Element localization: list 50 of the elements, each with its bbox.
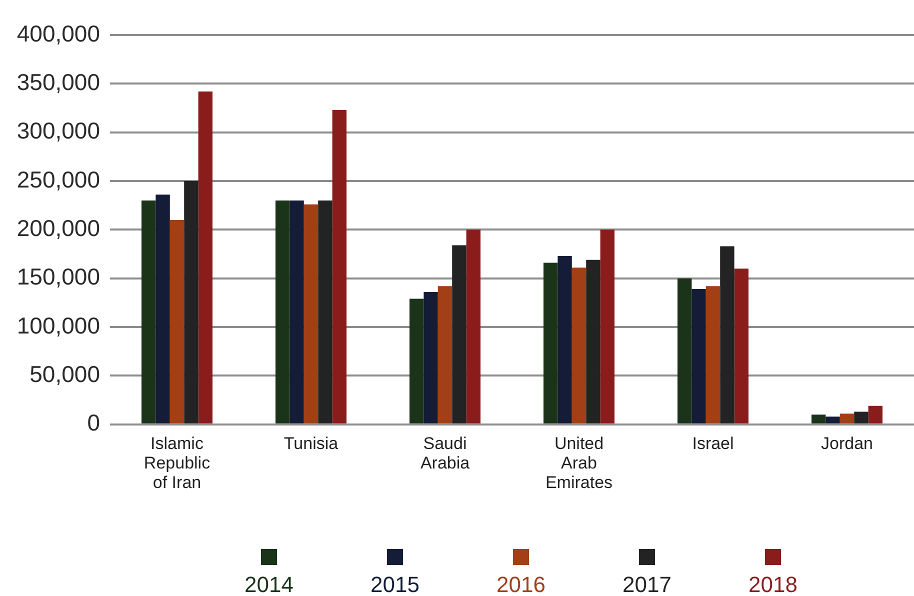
bar [170, 220, 184, 424]
x-tick-label: United Arab Emirates [545, 434, 613, 492]
bar [156, 194, 170, 424]
bar [720, 246, 734, 424]
y-tick-label: 400,000 [16, 20, 100, 46]
bar [290, 200, 304, 424]
bar [304, 204, 318, 424]
bar [452, 245, 466, 424]
y-tick-label: 0 [87, 410, 100, 436]
bar [868, 406, 883, 424]
bar [600, 230, 615, 424]
bar [811, 414, 826, 424]
legend-label: 2014 [244, 572, 294, 596]
legend-label: 2016 [496, 572, 546, 596]
legend-label: 2015 [370, 572, 420, 596]
bar [572, 268, 586, 424]
bar [466, 230, 481, 424]
bar [840, 414, 854, 424]
bar [692, 289, 706, 424]
y-tick-label: 150,000 [16, 264, 100, 290]
bar [543, 262, 558, 424]
bar [141, 200, 156, 424]
bar [424, 292, 438, 424]
bar [409, 298, 424, 424]
bar [558, 256, 572, 424]
bar [198, 91, 213, 424]
y-tick-label: 100,000 [16, 312, 100, 338]
legend-label: 2018 [748, 572, 798, 596]
x-tick-label: Tunisia [284, 434, 339, 453]
bar [854, 412, 868, 424]
y-tick-label: 50,000 [30, 361, 100, 388]
y-tick-label: 250,000 [16, 166, 100, 192]
bar [318, 200, 332, 424]
x-tick-label: Jordan [821, 434, 873, 453]
bar [706, 286, 720, 424]
bar [438, 286, 452, 424]
x-tick-label: Saudi Arabia [420, 434, 470, 472]
x-tick-label: Islamic Republic of Iran [144, 434, 211, 492]
y-tick-label: 200,000 [16, 215, 100, 242]
bar [677, 278, 692, 424]
bar [332, 110, 347, 424]
bar [826, 416, 840, 424]
bar [184, 181, 198, 424]
bar [275, 200, 290, 424]
bar [734, 268, 749, 424]
y-tick-label: 350,000 [16, 69, 100, 96]
bar [586, 260, 600, 424]
y-tick-label: 300,000 [16, 118, 100, 144]
x-tick-label: Israel [692, 434, 734, 453]
legend-label: 2017 [622, 572, 672, 596]
